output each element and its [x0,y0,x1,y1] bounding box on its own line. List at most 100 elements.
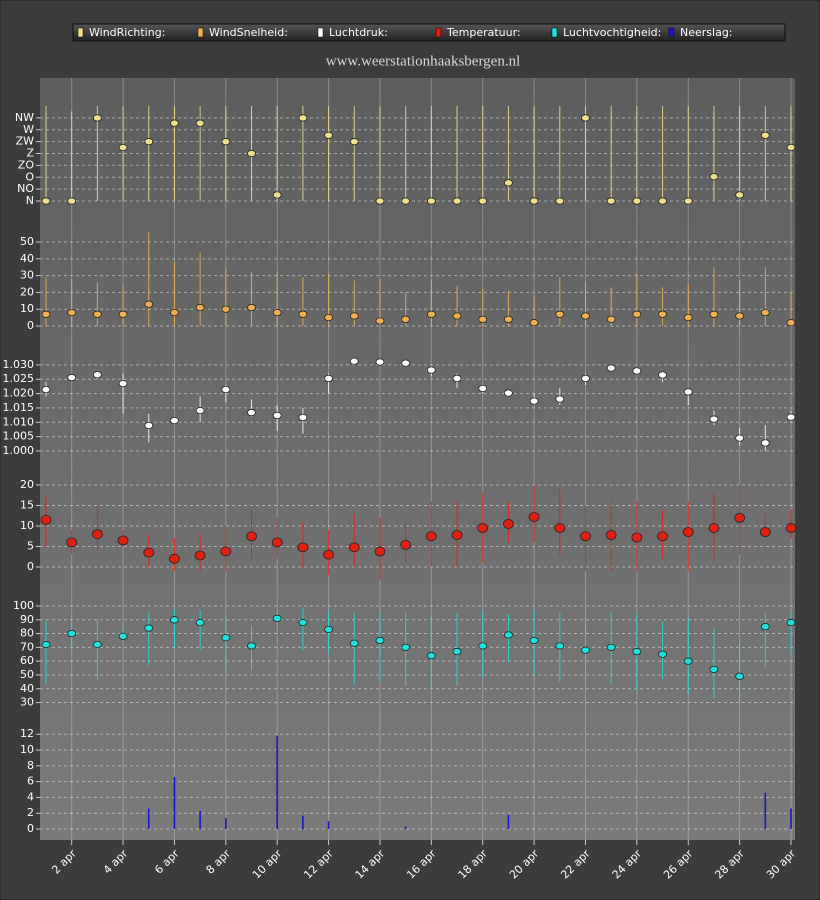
data-point [452,374,462,382]
data-point [91,529,103,540]
data-point [401,315,411,323]
y-tick-label: 40 [20,252,34,265]
data-point [760,308,770,317]
data-point [426,310,436,318]
data-point [67,197,77,205]
data-point [503,519,514,529]
data-point [632,647,642,656]
y-tick-label: 70 [20,640,34,653]
plot-area [40,78,795,840]
legend-swatch [551,27,558,38]
data-point [92,310,102,318]
legend [72,23,786,42]
data-point [605,530,617,540]
bar [790,808,792,830]
data-point [220,546,232,557]
data-point [631,532,643,543]
y-tick-label: Z [26,147,34,160]
data-point [786,143,796,152]
data-point [41,310,51,318]
data-point [92,371,102,379]
y-tick-label: 4 [27,790,34,803]
data-point [247,642,256,650]
data-point [67,373,77,382]
data-point [194,550,206,561]
y-tick-label: 12 [20,727,34,740]
y-tick-label: 30 [20,269,34,282]
data-point [118,379,128,388]
data-point [375,317,385,325]
data-point [504,179,513,187]
data-point [632,197,642,205]
data-point [324,131,333,139]
y-tick-label: 20 [20,285,34,298]
data-point [272,614,282,622]
data-point [401,359,411,367]
data-point [529,319,539,327]
data-point [632,310,642,318]
data-point [143,547,155,558]
data-point [658,371,667,379]
y-tick-label: 90 [20,613,34,626]
data-point [348,542,360,553]
y-tick-label: 1.010 [3,415,35,428]
data-point [92,640,102,649]
data-point [478,315,488,323]
bar [327,821,330,830]
y-tick-label: 10 [20,519,34,532]
data-point [504,631,513,639]
y-tick-label: 1.005 [3,430,35,443]
data-point [708,523,720,533]
data-point [734,512,746,523]
y-tick-label: 0 [27,319,34,332]
data-point [144,300,154,308]
y-tick-label: 1.000 [3,444,35,457]
data-point [170,616,179,624]
data-point [452,197,462,205]
data-point [195,119,205,127]
legend-swatch [435,27,442,38]
data-point [349,357,359,365]
data-point [529,197,539,205]
data-point [606,315,616,323]
data-point [735,312,745,320]
data-point [221,138,231,146]
data-point [349,639,359,647]
bar [302,815,304,830]
legend-label: Neerslag: [680,26,733,39]
data-point [528,512,540,522]
y-tick-label: 1.015 [3,401,35,414]
data-point [272,411,282,419]
data-point [425,531,437,542]
data-point [709,415,719,423]
data-point [581,312,590,320]
data-point [195,406,205,415]
data-point [581,374,590,382]
data-point [246,531,257,542]
data-point [786,413,796,421]
legend-label: WindRichting: [89,26,165,39]
data-point [504,389,513,397]
data-point [170,416,179,425]
y-tick-label: O [25,170,34,183]
data-point [555,310,565,318]
data-point [247,303,256,312]
y-tick-label: N [26,194,34,207]
data-point [374,546,386,557]
y-tick-label: 0 [27,560,34,573]
data-point [606,364,616,372]
legend-swatch [197,27,204,38]
data-point [297,542,309,553]
y-tick-label: 10 [20,302,34,315]
data-point [735,672,745,680]
legend-label: Luchtdruk: [329,26,388,39]
y-tick-label: NW [15,111,34,124]
data-point [41,197,51,205]
data-point [92,114,102,122]
data-point [555,642,565,650]
data-point [349,312,359,320]
bar [404,826,407,830]
data-point [683,197,693,205]
y-tick-label: 1.020 [3,387,35,400]
data-point [221,385,231,394]
